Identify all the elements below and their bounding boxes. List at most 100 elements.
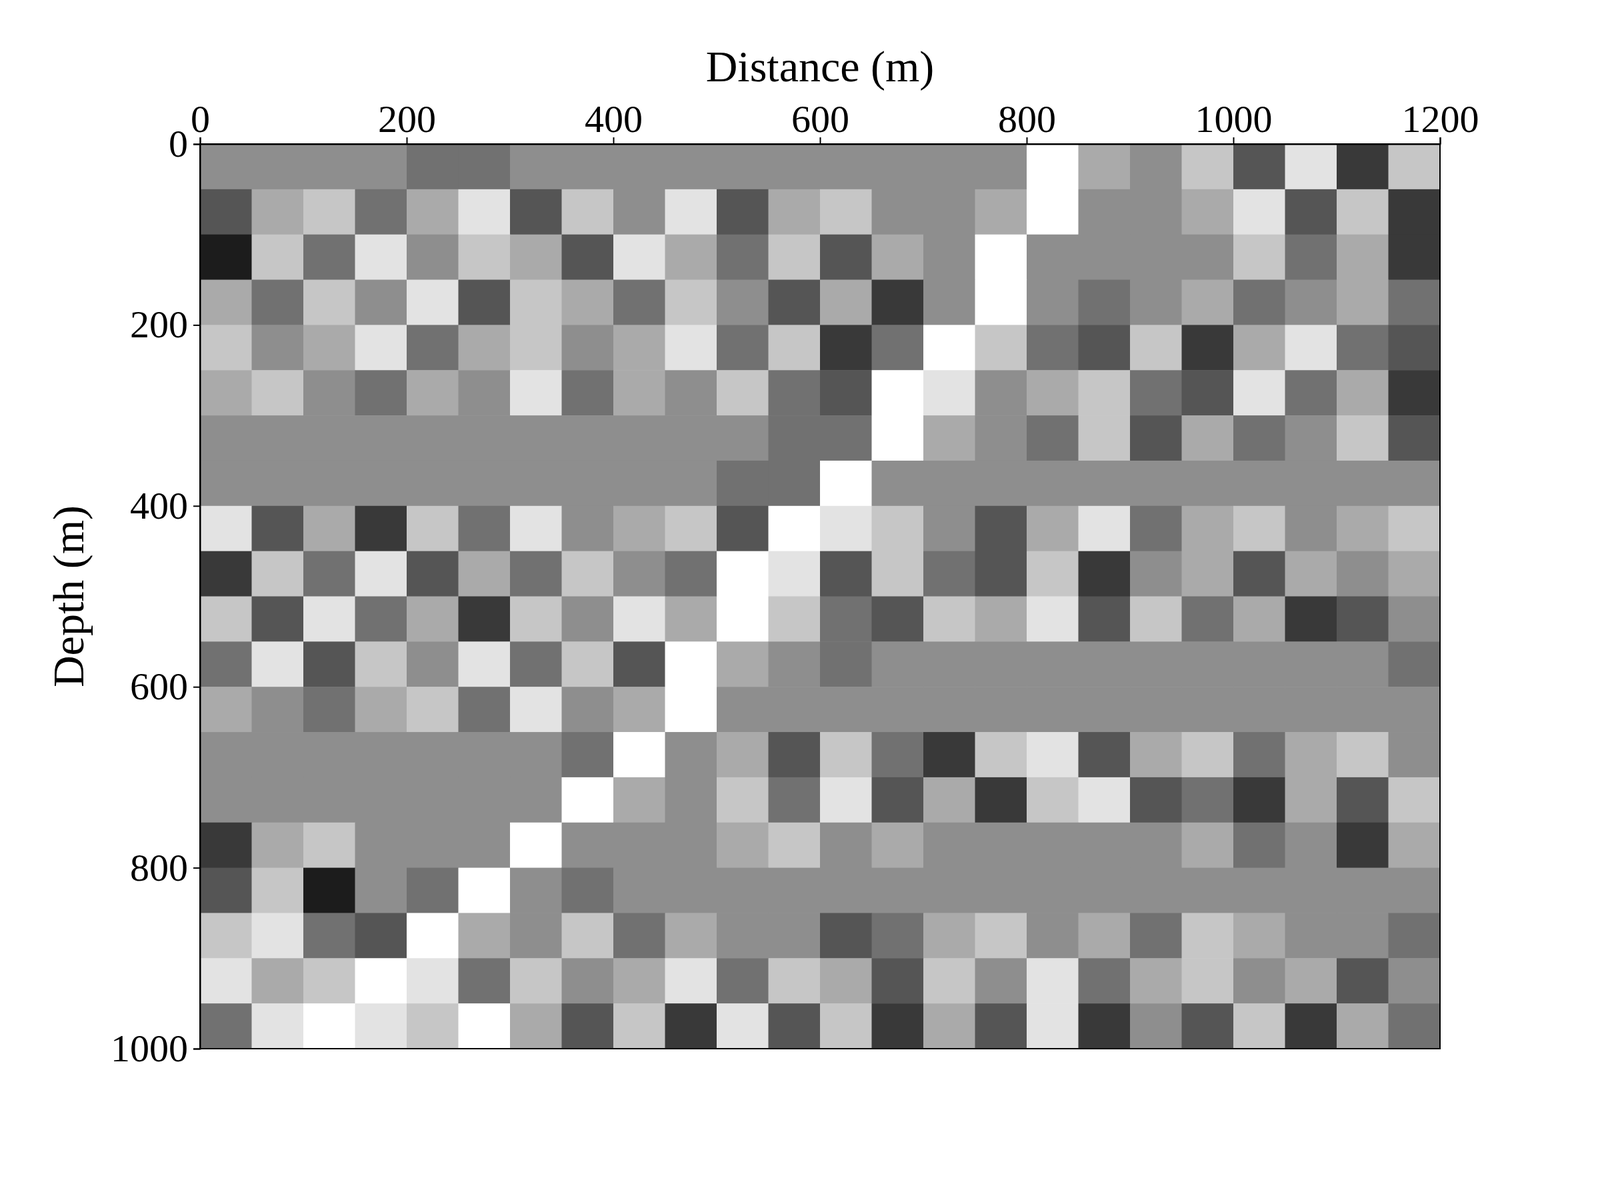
cell [820, 144, 872, 190]
cell [1130, 234, 1182, 280]
cell [252, 596, 304, 642]
cell [562, 506, 614, 552]
cell [562, 551, 614, 597]
cell [716, 641, 769, 687]
tick: 1000 [110, 1026, 200, 1070]
cell [923, 777, 976, 823]
cell [613, 1003, 666, 1049]
tick-mark [193, 324, 200, 326]
cell [1130, 144, 1182, 190]
cell [355, 189, 408, 235]
cell [1026, 912, 1079, 958]
chart: 02004006008001000120002004006008001000Di… [0, 0, 1600, 1200]
cell [355, 370, 408, 416]
cell [716, 822, 769, 868]
cell [303, 958, 356, 1004]
cell [975, 415, 1028, 461]
cell [1285, 506, 1338, 552]
cell [716, 460, 769, 506]
cell [200, 506, 252, 552]
cell [665, 732, 718, 778]
cell [200, 686, 252, 732]
cell [406, 912, 459, 958]
cell [1078, 686, 1131, 732]
cell [1130, 822, 1182, 868]
cell [510, 868, 562, 914]
cell [355, 280, 408, 326]
cell [1233, 144, 1286, 190]
cell [355, 777, 408, 823]
cell [1285, 912, 1338, 958]
cell [510, 596, 562, 642]
cell [923, 641, 976, 687]
cell [716, 868, 769, 914]
cell [872, 506, 924, 552]
cell [458, 732, 511, 778]
cell [1233, 234, 1286, 280]
cell [355, 415, 408, 461]
cell [1078, 370, 1131, 416]
cell [1388, 912, 1441, 958]
cell [458, 189, 511, 235]
cell [200, 822, 252, 868]
tick-label: 400 [584, 97, 643, 141]
cell [1078, 732, 1131, 778]
cell [768, 324, 821, 370]
cell [1130, 280, 1182, 326]
cell [510, 370, 562, 416]
cell [1233, 732, 1286, 778]
cell [1026, 732, 1079, 778]
tick: 0 [168, 122, 200, 166]
cell [1078, 460, 1131, 506]
cell [355, 596, 408, 642]
cell [872, 189, 924, 235]
cell [1388, 732, 1441, 778]
y-axis-title: Depth (m) [44, 505, 94, 688]
tick: 800 [998, 97, 1056, 144]
cell [303, 1003, 356, 1049]
cell [1130, 868, 1182, 914]
tick-mark [193, 144, 200, 146]
cell [1026, 460, 1079, 506]
cell [613, 189, 666, 235]
cell [303, 822, 356, 868]
cell [458, 777, 511, 823]
cell [923, 460, 976, 506]
cell [355, 144, 408, 190]
cell [200, 415, 252, 461]
cell [768, 868, 821, 914]
tick: 200 [130, 302, 200, 346]
tick-label: 1000 [110, 1026, 188, 1070]
cell [1233, 912, 1286, 958]
cell [872, 234, 924, 280]
cell [303, 144, 356, 190]
cell [1285, 551, 1338, 597]
cell [562, 189, 614, 235]
cell [1130, 596, 1182, 642]
cell [1233, 370, 1286, 416]
cell [1078, 324, 1131, 370]
cell [200, 732, 252, 778]
cell [872, 641, 924, 687]
cell [355, 234, 408, 280]
cell [716, 912, 769, 958]
tick: 1200 [1402, 97, 1480, 144]
cell [1336, 460, 1389, 506]
cell [252, 822, 304, 868]
cell [1388, 777, 1441, 823]
cell [1078, 777, 1131, 823]
cell [1336, 551, 1389, 597]
cell [1026, 641, 1079, 687]
cell [1182, 596, 1234, 642]
cell [716, 686, 769, 732]
cell [820, 234, 872, 280]
cell [406, 686, 459, 732]
cell [716, 732, 769, 778]
cell [252, 868, 304, 914]
cell [716, 506, 769, 552]
cell [458, 551, 511, 597]
cell [1130, 460, 1182, 506]
cell [1130, 415, 1182, 461]
cell [975, 370, 1028, 416]
cell [1233, 686, 1286, 732]
